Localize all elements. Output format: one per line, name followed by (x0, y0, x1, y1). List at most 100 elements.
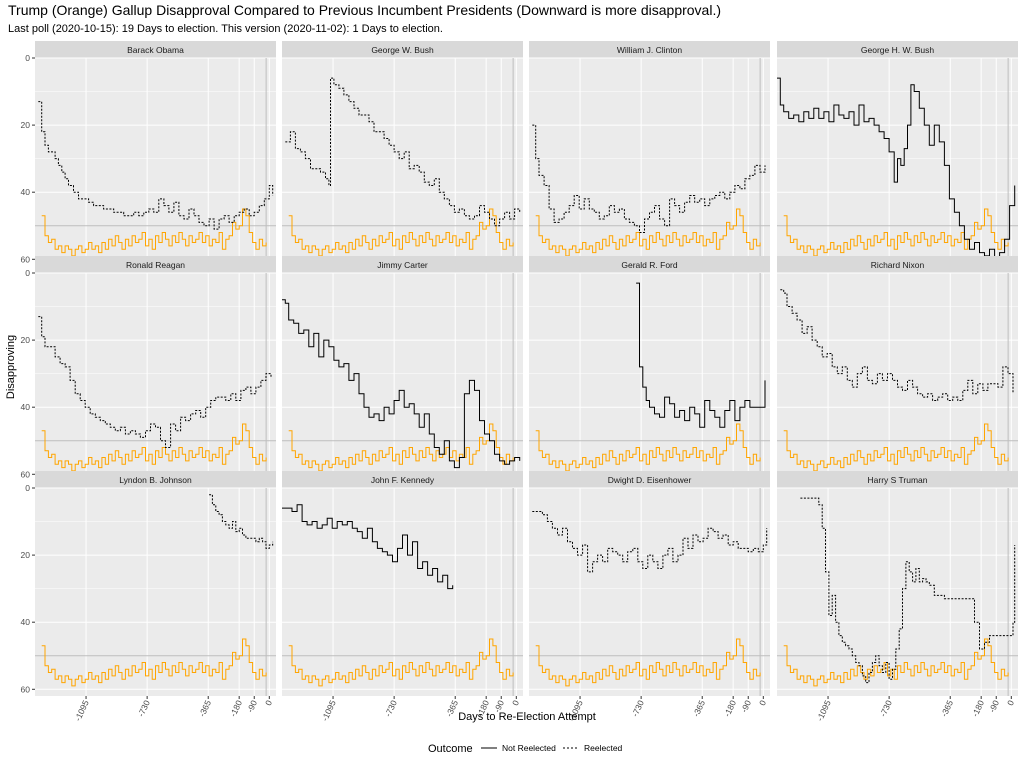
strip-background (35, 41, 276, 58)
panel-lyndon-b-johnson: Lyndon B. Johnson (35, 471, 276, 696)
trump-series-line (41, 208, 267, 257)
x-tick-label: -730 (878, 698, 894, 718)
president-series-line (800, 497, 1016, 684)
x-tick-label: 0 (510, 698, 521, 707)
panel-harry-s-truman: Harry S Truman (777, 471, 1018, 696)
panel-george-h-w-bush: George H. W. Bush (777, 41, 1018, 266)
strip-background (529, 471, 770, 488)
x-tick-label: -1095 (73, 698, 91, 722)
legend-title: Outcome (428, 743, 473, 755)
x-tick-label: -1095 (815, 698, 833, 722)
strip-label: Lyndon B. Johnson (119, 475, 192, 485)
president-series-line (38, 316, 272, 448)
y-tick-label: 20 (21, 550, 31, 560)
president-series-line (209, 494, 274, 549)
panel-background (777, 273, 1018, 481)
panel-george-w-bush: George W. Bush (282, 41, 523, 266)
trump-series-line (535, 638, 761, 687)
x-tick-label: 0 (757, 698, 768, 707)
panel-background (282, 58, 523, 266)
trump-series-line (535, 423, 761, 472)
trump-series-line (41, 638, 267, 687)
trump-series-line (783, 423, 1009, 472)
panel-background (282, 273, 523, 481)
strip-background (282, 256, 523, 273)
strip-label: William J. Clinton (617, 45, 682, 55)
y-axes: 0 20 40 60 0 20 40 60 0 20 40 60 (21, 53, 35, 694)
x-tick-label: 0 (1005, 698, 1016, 707)
panel-background (282, 488, 523, 696)
trump-series-line (288, 208, 514, 257)
strip-label: Jimmy Carter (377, 260, 428, 270)
strip-background (777, 41, 1018, 58)
strip-background (529, 41, 770, 58)
panel-jimmy-carter: Jimmy Carter (282, 256, 523, 481)
x-tick-label: -730 (630, 698, 646, 718)
legend-label-reelected: Reelected (584, 743, 623, 753)
strip-label: Barack Obama (127, 45, 184, 55)
y-tick-label: 0 (25, 483, 30, 493)
y-tick-label: 0 (25, 268, 30, 278)
x-tick-label: -365 (691, 698, 707, 718)
x-axis-title: Days to Re-Election Attempt (458, 711, 596, 723)
y-tick-label: 40 (21, 402, 31, 412)
legend-label-not-reelected: Not Reelected (502, 743, 556, 753)
strip-label: Richard Nixon (871, 260, 925, 270)
president-series-line (282, 299, 521, 469)
panel-ronald-reagan: Ronald Reagan (35, 256, 276, 481)
y-axis-title: Disapproving (5, 335, 17, 399)
x-tick-label: -180 (228, 698, 244, 718)
president-series-line (282, 504, 454, 590)
panel-background (529, 273, 770, 481)
x-tick-label: -730 (383, 698, 399, 718)
x-tick-label: -90 (492, 698, 506, 714)
chart-subtitle: Last poll (2020-10-15): 19 Days to elect… (8, 23, 443, 35)
x-tick-label: -365 (939, 698, 955, 718)
trump-series-line (41, 423, 267, 472)
x-tick-label: -1095 (320, 698, 338, 722)
president-series-line (38, 101, 274, 230)
president-series-line (532, 511, 768, 573)
panel-john-f-kennedy: John F. Kennedy (282, 471, 523, 696)
strip-background (777, 256, 1018, 273)
president-series-line (285, 77, 521, 227)
y-tick-label: 60 (21, 684, 31, 694)
panel-gerald-r-ford: Gerald R. Ford (529, 256, 770, 481)
y-tick-label: 40 (21, 187, 31, 197)
panel-background (35, 273, 276, 481)
x-tick-label: -180 (722, 698, 738, 718)
panel-background (777, 488, 1018, 696)
strip-label: Ronald Reagan (126, 260, 185, 270)
facet-panels: Barack Obama George W. Bush William J. Cli… (35, 41, 1018, 696)
x-tick-label: -90 (739, 698, 753, 714)
strip-label: John F. Kennedy (371, 475, 435, 485)
y-tick-label: 40 (21, 617, 31, 627)
x-tick-label: -90 (987, 698, 1001, 714)
president-series-line (780, 289, 1014, 401)
x-tick-label: -90 (245, 698, 259, 714)
strip-background (282, 41, 523, 58)
panel-background (35, 488, 276, 696)
panel-background (529, 58, 770, 266)
legend: Outcome Not Reelected Reelected (428, 743, 623, 755)
strip-background (282, 471, 523, 488)
x-tick-label: -365 (197, 698, 213, 718)
strip-label: Harry S Truman (868, 475, 928, 485)
strip-background (35, 471, 276, 488)
president-series-line (777, 77, 1016, 260)
president-series-line (636, 282, 766, 428)
strip-label: Gerald R. Ford (621, 260, 677, 270)
trump-series-line (783, 638, 1009, 687)
x-tick-label: -180 (970, 698, 986, 718)
y-tick-label: 20 (21, 120, 31, 130)
y-tick-label: 60 (21, 469, 31, 479)
strip-background (529, 256, 770, 273)
president-series-line (532, 124, 766, 233)
panel-barack-obama: Barack Obama (35, 41, 276, 266)
y-tick-label: 0 (25, 53, 30, 63)
x-tick-label: 0 (263, 698, 274, 707)
strip-label: Dwight D. Eisenhower (608, 475, 692, 485)
panel-dwight-d-eisenhower: Dwight D. Eisenhower (529, 471, 770, 696)
y-tick-label: 60 (21, 254, 31, 264)
